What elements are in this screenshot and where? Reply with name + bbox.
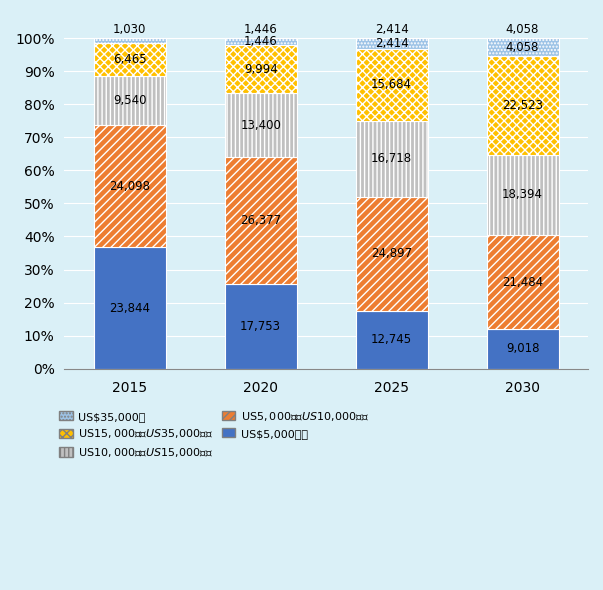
Bar <box>225 45 297 93</box>
Text: 1,446: 1,446 <box>244 24 277 37</box>
Bar <box>487 155 558 235</box>
Bar <box>487 56 558 155</box>
Bar <box>487 235 558 329</box>
Text: 18,394: 18,394 <box>502 188 543 201</box>
Bar <box>356 49 428 121</box>
Text: 9,018: 9,018 <box>506 342 539 355</box>
Text: 21,484: 21,484 <box>502 276 543 289</box>
Text: 9,994: 9,994 <box>244 63 277 76</box>
Bar <box>93 44 166 76</box>
Text: 2,414: 2,414 <box>374 37 408 50</box>
Text: 12,745: 12,745 <box>371 333 412 346</box>
Text: 1,030: 1,030 <box>113 24 147 37</box>
Text: 4,058: 4,058 <box>506 41 539 54</box>
Bar <box>93 247 166 369</box>
Bar <box>487 38 558 56</box>
Bar <box>93 125 166 247</box>
Bar <box>225 157 297 284</box>
Text: 1,446: 1,446 <box>244 35 277 48</box>
Bar <box>225 38 297 45</box>
Text: 4,058: 4,058 <box>506 24 539 37</box>
Text: 9,540: 9,540 <box>113 94 147 107</box>
Bar <box>356 310 428 369</box>
Text: 24,098: 24,098 <box>109 179 150 192</box>
Text: 6,465: 6,465 <box>113 53 147 66</box>
Legend: US$35,000超, US$15,000 超、US$35,000未満, US$10,000超、 US$15,000未満, US$5,000超、 US$10,0: US$35,000超, US$15,000 超、US$35,000未満, US$… <box>59 409 368 459</box>
Bar <box>225 284 297 369</box>
Text: 26,377: 26,377 <box>240 214 281 227</box>
Text: 2,414: 2,414 <box>374 24 408 37</box>
Bar <box>93 76 166 125</box>
Bar <box>356 197 428 310</box>
Text: 13,400: 13,400 <box>240 119 281 132</box>
Text: 16,718: 16,718 <box>371 152 412 165</box>
Bar <box>356 121 428 197</box>
Text: 23,844: 23,844 <box>109 301 150 314</box>
Text: 24,897: 24,897 <box>371 247 412 260</box>
Text: 22,523: 22,523 <box>502 99 543 112</box>
Bar <box>93 38 166 44</box>
Bar <box>356 38 428 49</box>
Text: 15,684: 15,684 <box>371 78 412 91</box>
Bar <box>225 93 297 157</box>
Text: 17,753: 17,753 <box>240 320 281 333</box>
Bar <box>487 329 558 369</box>
